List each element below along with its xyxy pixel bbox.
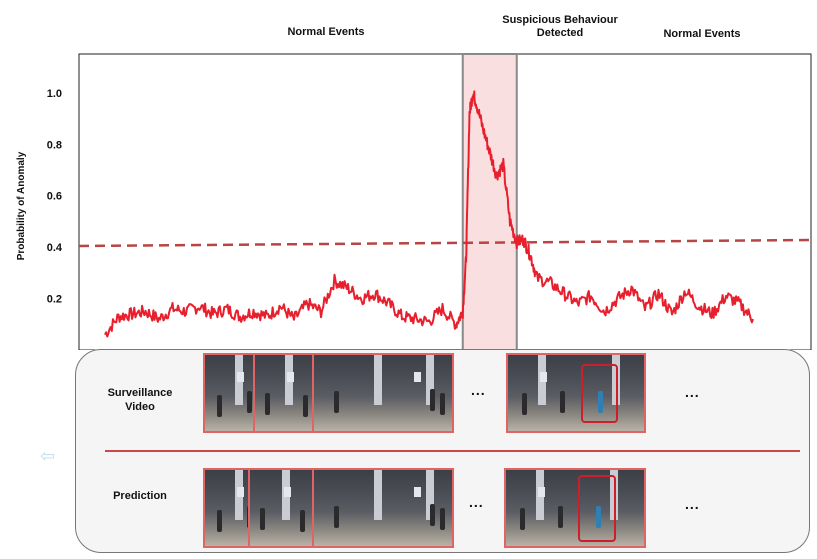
suspicious-behaviour-label: Suspicious Behaviour Detected [490, 14, 630, 40]
video-frame-anomaly [506, 353, 646, 433]
arrow-left-icon: ⇦ [40, 446, 56, 466]
y-axis-label: Probability of Anomaly [16, 151, 27, 260]
video-frame-2 [253, 353, 315, 433]
surveillance-label-line1: Surveillance [107, 387, 173, 399]
video-frame-3 [312, 353, 454, 433]
surveillance-video-label: Surveillance Video [100, 386, 180, 414]
normal-events-label-right: Normal Events [663, 28, 741, 40]
prediction-frame-anomaly [504, 468, 646, 548]
anomaly-box-prediction [578, 475, 616, 542]
suspicious-line2: Detected [536, 27, 584, 39]
y-tick-label: 0.4 [47, 242, 63, 254]
y-tick-label: 1.0 [47, 88, 62, 100]
anomaly-series-line [104, 90, 754, 338]
y-tick-label: 0.6 [47, 191, 62, 203]
ellipsis-top-left: ... [471, 382, 486, 398]
threshold-line [78, 238, 812, 248]
prediction-frame-3 [312, 468, 454, 548]
prediction-frame-2 [248, 468, 314, 548]
ellipsis-bottom-left: ... [469, 494, 484, 510]
normal-events-label-left: Normal Events [287, 26, 365, 38]
anomaly-box-video [581, 364, 618, 423]
ellipsis-top-right: ... [685, 384, 700, 400]
ellipsis-bottom-right: ... [685, 496, 700, 512]
suspicious-line1: Suspicious Behaviour [502, 14, 618, 26]
y-tick-label: 0.8 [47, 139, 62, 151]
video-frame-1 [203, 353, 257, 433]
y-tick-label: 0.2 [47, 294, 62, 306]
anomaly-probability-chart: 1.0 0.8 0.6 0.4 0.2 Probability of Anomaly [16, 53, 812, 350]
row-divider [105, 450, 800, 452]
prediction-label: Prediction [113, 490, 167, 502]
plot-frame [78, 53, 812, 350]
surveillance-label-line2: Video [125, 401, 155, 413]
